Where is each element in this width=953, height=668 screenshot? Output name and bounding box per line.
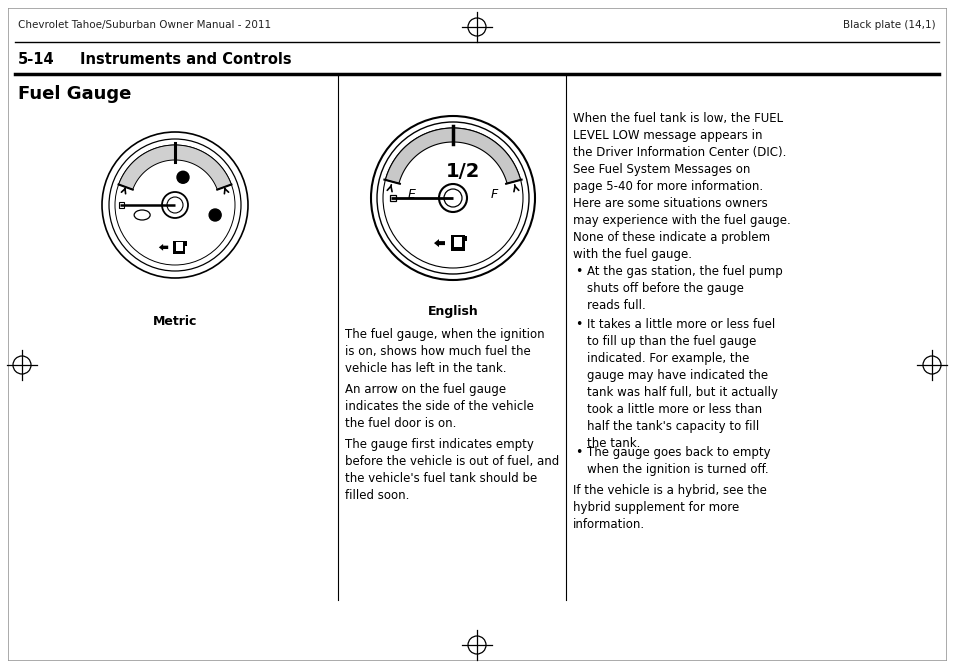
Circle shape (209, 209, 221, 221)
Circle shape (177, 171, 189, 183)
Text: F: F (490, 188, 497, 202)
Bar (175, 242, 182, 250)
Bar (460, 236, 467, 241)
Circle shape (382, 128, 522, 268)
Text: •: • (575, 318, 581, 331)
Ellipse shape (134, 210, 150, 220)
Circle shape (102, 132, 248, 278)
Text: The fuel gauge, when the ignition
is on, shows how much fuel the
vehicle has lef: The fuel gauge, when the ignition is on,… (345, 328, 544, 375)
Text: 1/2: 1/2 (445, 162, 479, 181)
FancyArrow shape (434, 239, 444, 247)
Text: At the gas station, the fuel pump
shuts off before the gauge
reads full.: At the gas station, the fuel pump shuts … (586, 265, 781, 312)
Bar (390, 195, 395, 201)
Text: English: English (427, 305, 477, 318)
Polygon shape (118, 145, 232, 190)
Circle shape (115, 145, 234, 265)
Circle shape (371, 116, 535, 280)
Text: When the fuel tank is low, the FUEL
LEVEL LOW message appears in
the Driver Info: When the fuel tank is low, the FUEL LEVE… (573, 112, 785, 193)
Text: If the vehicle is a hybrid, see the
hybrid supplement for more
information.: If the vehicle is a hybrid, see the hybr… (573, 484, 766, 531)
Bar (182, 241, 187, 246)
Text: •: • (575, 446, 581, 459)
Text: E: E (408, 188, 416, 202)
Circle shape (438, 184, 467, 212)
Text: Black plate (14,1): Black plate (14,1) (842, 20, 935, 30)
Circle shape (376, 122, 529, 274)
Bar (451, 235, 464, 251)
Text: Metric: Metric (152, 315, 197, 328)
FancyArrow shape (159, 244, 168, 250)
Circle shape (109, 139, 241, 271)
Text: 5-14: 5-14 (18, 52, 54, 67)
Text: Chevrolet Tahoe/Suburban Owner Manual - 2011: Chevrolet Tahoe/Suburban Owner Manual - … (18, 20, 271, 30)
Text: Fuel Gauge: Fuel Gauge (18, 85, 132, 103)
Text: •: • (575, 265, 581, 278)
Circle shape (162, 192, 188, 218)
Text: It takes a little more or less fuel
to fill up than the fuel gauge
indicated. Fo: It takes a little more or less fuel to f… (586, 318, 778, 450)
Text: Instruments and Controls: Instruments and Controls (80, 52, 292, 67)
Text: An arrow on the fuel gauge
indicates the side of the vehicle
the fuel door is on: An arrow on the fuel gauge indicates the… (345, 383, 534, 430)
Text: The gauge first indicates empty
before the vehicle is out of fuel, and
the vehic: The gauge first indicates empty before t… (345, 438, 558, 502)
Text: Here are some situations owners
may experience with the fuel gauge.
None of thes: Here are some situations owners may expe… (573, 197, 790, 261)
Bar (454, 237, 461, 247)
Text: The gauge goes back to empty
when the ignition is turned off.: The gauge goes back to empty when the ig… (586, 446, 770, 476)
Bar (119, 202, 124, 208)
Polygon shape (385, 128, 520, 184)
Bar (173, 240, 185, 254)
